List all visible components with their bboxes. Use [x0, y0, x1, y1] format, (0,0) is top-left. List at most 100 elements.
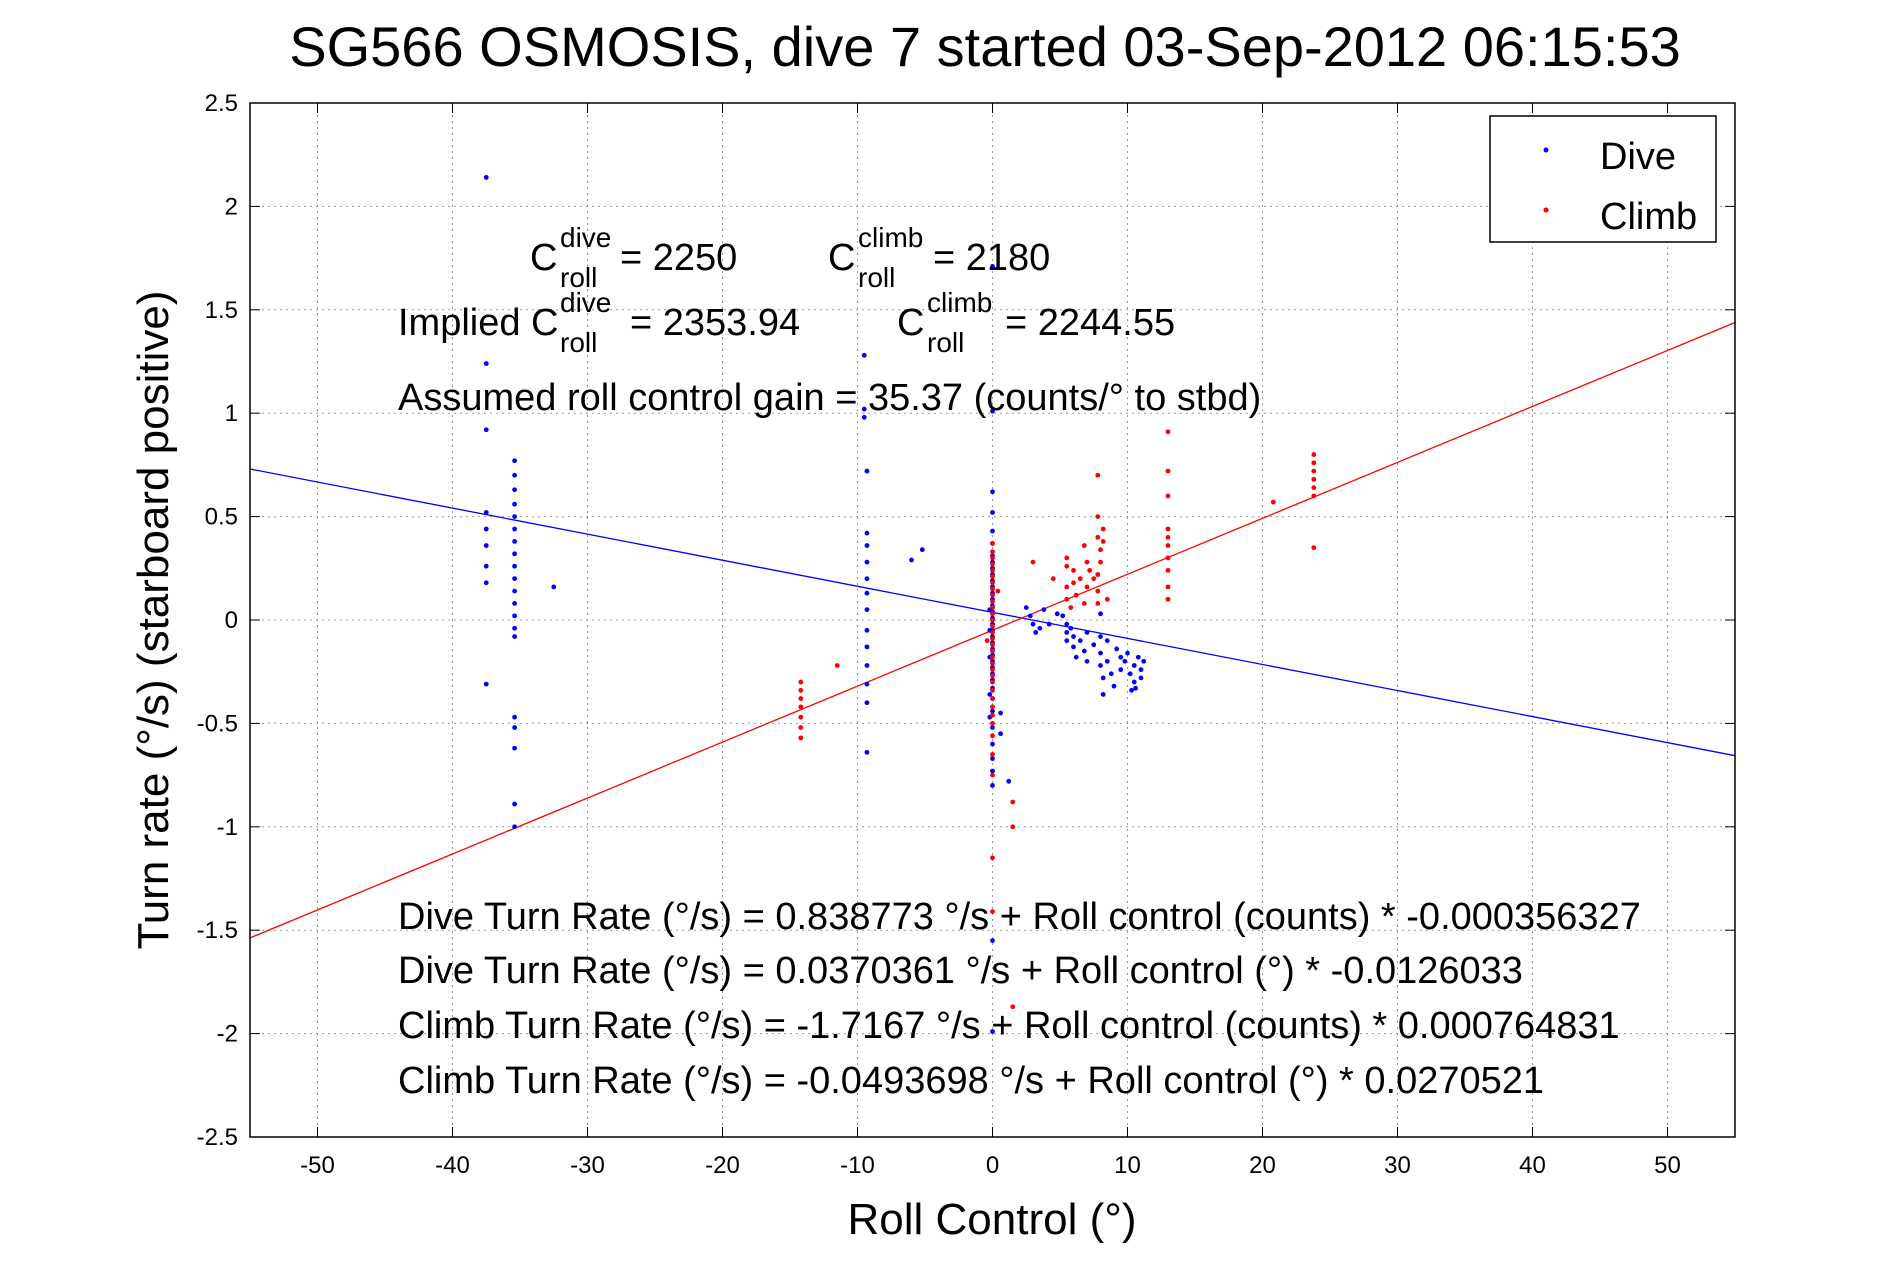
c-roll-dive-sup: dive	[560, 222, 611, 253]
x-tick-label: -40	[435, 1152, 470, 1179]
dive-point	[990, 510, 995, 515]
climb-point	[1311, 485, 1317, 491]
dive-point	[512, 714, 517, 720]
climb-point	[990, 580, 995, 586]
dive-point	[1100, 675, 1106, 681]
y-tick-label: 2	[225, 193, 238, 220]
climb-point	[990, 574, 995, 579]
roll-gain-annotation: Assumed roll control gain = 35.37 (count…	[398, 377, 1261, 419]
x-axis-ticks: -50 -40 -30 -20 -10 0 10 20 30 40 50	[300, 103, 1681, 1179]
dive-point	[483, 681, 489, 687]
climb-point	[1311, 476, 1317, 482]
climb-point	[990, 679, 995, 685]
climb-point	[1165, 526, 1171, 532]
dive-point	[1077, 638, 1083, 644]
dive-point	[987, 692, 993, 697]
dive-point	[512, 487, 517, 493]
c-roll-dive-value: = 2250	[620, 237, 737, 279]
implied-climb-sup: climb	[927, 287, 992, 318]
dive-point	[483, 526, 489, 532]
c-roll-climb-sup: climb	[858, 222, 923, 253]
c-roll-dive-prefix: C	[530, 237, 557, 279]
dive-point	[990, 489, 995, 495]
dive-point	[990, 783, 995, 788]
dive-point	[1046, 621, 1052, 627]
climb-point	[1095, 472, 1101, 478]
climb-point	[1084, 559, 1090, 565]
x-tick-label: -10	[840, 1152, 875, 1179]
y-tick-label: 2.5	[205, 90, 238, 117]
dive-point	[1122, 658, 1128, 664]
dive-point	[1098, 650, 1103, 656]
climb-point	[1165, 534, 1171, 540]
dive-point	[1138, 675, 1144, 681]
dive-point	[864, 530, 870, 536]
data-points	[483, 175, 1317, 1034]
climb-point	[1010, 1004, 1016, 1010]
dive-point	[551, 584, 557, 590]
dive-point	[512, 501, 517, 507]
dive-point	[512, 725, 517, 730]
legend: Dive Climb	[1489, 115, 1717, 243]
climb-point	[984, 638, 990, 644]
dive-equation-degrees: Dive Turn Rate (°/s) = 0.0370361 °/s + R…	[398, 950, 1523, 992]
climb-point	[1010, 824, 1016, 830]
x-tick-label: 50	[1654, 1152, 1681, 1179]
dive-point	[861, 406, 867, 412]
dive-point	[512, 613, 517, 619]
dive-point	[1073, 654, 1079, 660]
climb-equation-counts: Climb Turn Rate (°/s) = -1.7167 °/s + Ro…	[398, 1005, 1620, 1047]
dive-point	[990, 263, 995, 269]
dive-point	[512, 634, 517, 639]
climb-point	[1010, 799, 1016, 805]
climb-point	[990, 561, 995, 567]
climb-point	[990, 673, 995, 679]
climb-point	[1165, 567, 1171, 573]
climb-point	[834, 663, 840, 668]
c-roll-climb-value: = 2180	[933, 237, 1050, 279]
climb-point	[1098, 547, 1103, 553]
climb-point	[990, 696, 995, 701]
climb-point	[990, 611, 995, 617]
x-tick-label: 40	[1519, 1152, 1546, 1179]
climb-point	[1064, 584, 1070, 590]
dive-point	[998, 710, 1003, 716]
y-tick-label: 0	[225, 607, 238, 634]
dive-point	[864, 543, 870, 548]
dive-point	[1041, 607, 1047, 613]
climb-point	[990, 654, 995, 660]
climb-point	[1311, 460, 1317, 466]
dive-point	[990, 725, 995, 730]
climb-point	[1165, 429, 1171, 435]
implied-dive-prefix: Implied C	[398, 302, 559, 344]
climb-point	[990, 605, 995, 610]
dive-point	[864, 468, 870, 474]
climb-point	[1165, 596, 1171, 602]
dive-point	[512, 563, 517, 569]
climb-point	[990, 721, 995, 726]
climb-point	[798, 687, 804, 693]
dive-point	[1108, 671, 1114, 677]
climb-point	[1104, 596, 1110, 602]
climb-point	[1165, 468, 1171, 474]
dive-point	[1129, 687, 1134, 693]
implied-climb-value: = 2244.55	[1005, 302, 1175, 344]
x-tick-label: 10	[1114, 1152, 1141, 1179]
dive-point	[1141, 658, 1147, 664]
climb-point	[990, 909, 995, 914]
climb-point	[798, 704, 804, 710]
climb-point	[1311, 545, 1317, 551]
y-tick-label: -1.5	[197, 917, 238, 944]
climb-point	[798, 725, 804, 730]
dive-point	[512, 625, 517, 631]
dive-point	[864, 590, 870, 596]
x-axis-label: Roll Control (°)	[848, 1195, 1137, 1244]
x-tick-label: -20	[705, 1152, 740, 1179]
dive-point	[483, 361, 489, 366]
dive-point	[1131, 679, 1137, 685]
dive-point	[909, 557, 914, 563]
climb-point	[990, 617, 995, 623]
climb-point	[990, 712, 995, 718]
dive-point	[512, 745, 517, 751]
